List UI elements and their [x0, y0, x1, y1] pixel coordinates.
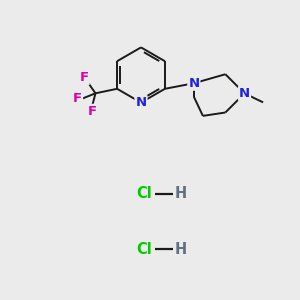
- Text: F: F: [73, 92, 82, 105]
- Text: Cl: Cl: [136, 242, 152, 256]
- Text: N: N: [188, 77, 200, 90]
- Text: N: N: [135, 96, 147, 109]
- Text: Cl: Cl: [136, 186, 152, 201]
- Text: H: H: [175, 186, 187, 201]
- Text: N: N: [239, 87, 250, 100]
- Text: H: H: [175, 242, 187, 256]
- Text: F: F: [87, 105, 97, 118]
- Text: F: F: [80, 71, 89, 84]
